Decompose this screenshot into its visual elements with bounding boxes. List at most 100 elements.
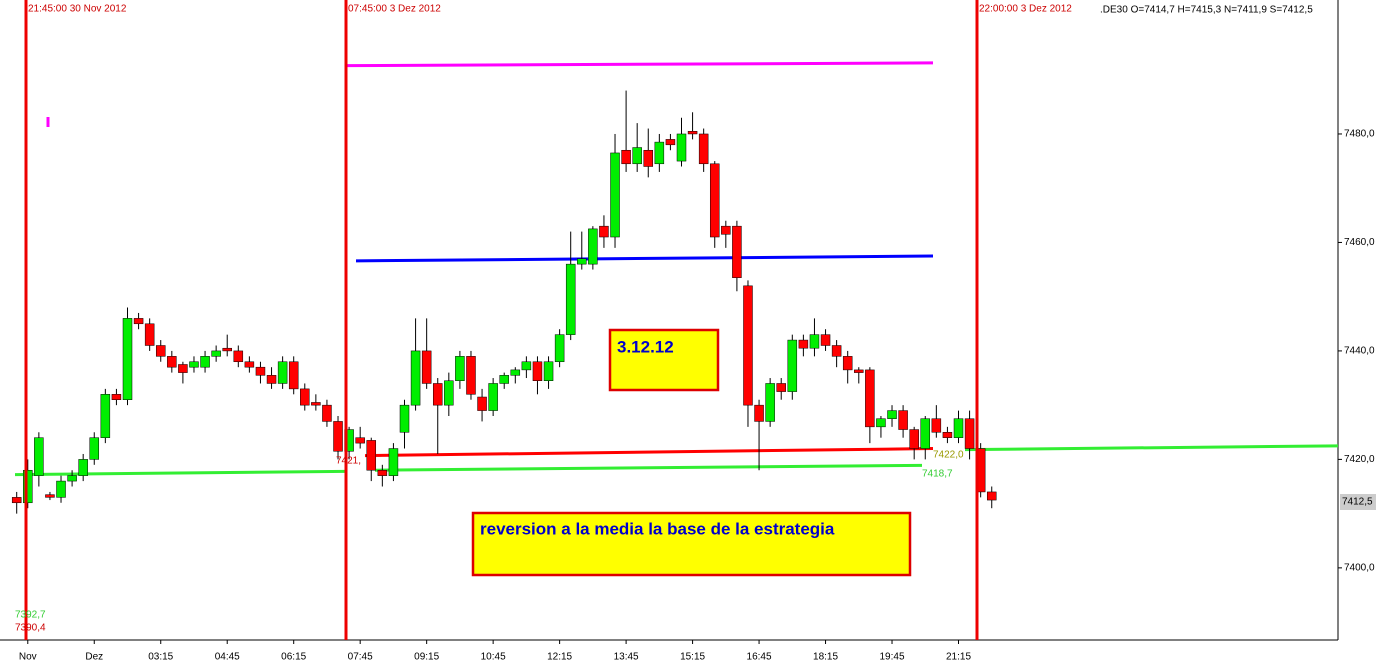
candle-body [621, 149, 631, 165]
x-tick-label: 09:15 [414, 652, 439, 663]
annotation-background [608, 328, 720, 392]
candle-body [311, 402, 321, 406]
annotation-box: reversion a la media la base de la estra… [471, 511, 912, 577]
candle-body [399, 404, 410, 433]
candle-body [754, 404, 764, 422]
candle-body [521, 361, 532, 371]
candle-body [34, 437, 44, 476]
x-tick-label: Nov [19, 652, 37, 663]
candle-body [986, 491, 997, 501]
candle-body [200, 356, 210, 368]
candle-body [167, 356, 177, 368]
y-tick-label: 7460,0 [1344, 237, 1375, 248]
candle-body [920, 418, 931, 449]
candle-body [421, 350, 432, 384]
candle-body [665, 139, 676, 146]
y-tick-label: 7440,0 [1344, 346, 1375, 357]
candle-body [964, 418, 975, 449]
candle-body [122, 318, 133, 400]
candle-body [388, 448, 399, 476]
candle-body [854, 369, 864, 373]
candle-body [876, 418, 886, 428]
price-label: 7392,7 [15, 610, 46, 621]
candle-body [654, 141, 665, 165]
x-tick-label: Dez [85, 652, 103, 663]
candle-body [333, 421, 343, 452]
candle-body [233, 350, 244, 363]
candle-body [798, 339, 809, 349]
candle-body [111, 394, 122, 400]
candle-body [676, 133, 687, 162]
candle-body [189, 361, 199, 368]
annotation-text: reversion a la media la base de la estra… [480, 519, 835, 538]
last-price-label: 7412,5 [1342, 497, 1373, 508]
candle-body [377, 469, 388, 476]
annotation-box: 3.12.12 [608, 328, 720, 392]
level-line [364, 447, 934, 458]
candle-body [466, 356, 476, 395]
level-line [964, 444, 1339, 452]
price-label: 7390,4 [15, 623, 46, 634]
candle-body [477, 396, 487, 411]
candle-body [632, 147, 642, 165]
candle-body [721, 225, 731, 235]
candle-body [499, 375, 509, 384]
candle-body [554, 334, 565, 363]
candle-body [577, 258, 587, 265]
candle-body [222, 347, 232, 352]
time-marker-label: 07:45:00 3 Dez 2012 [348, 4, 441, 15]
x-tick-label: 03:15 [148, 652, 173, 663]
candle-body [100, 394, 111, 438]
y-tick-label: 7400,0 [1344, 563, 1375, 574]
candle-body [610, 152, 620, 238]
x-tick-label: 07:45 [348, 652, 373, 663]
candle-body [211, 350, 221, 357]
candle-body [643, 149, 654, 167]
candle-body [266, 375, 277, 384]
candle-body [444, 380, 454, 406]
candle-body [588, 228, 598, 265]
candle-body [898, 410, 908, 430]
candle-body [698, 133, 709, 165]
price-label: 7418,7 [922, 469, 953, 480]
candle-body [909, 429, 919, 449]
candle-body [942, 432, 953, 438]
candle-body [743, 285, 753, 406]
candle-body [366, 440, 377, 471]
candle-body [244, 361, 255, 368]
candle-body [11, 497, 22, 504]
candle-body [831, 345, 842, 357]
x-tick-label: 16:45 [747, 652, 772, 663]
candle-body [45, 494, 55, 498]
candle-body [510, 369, 521, 376]
candle-body [776, 383, 786, 392]
candle-body [355, 437, 365, 444]
candle-body [599, 225, 609, 238]
x-tick-label: 06:15 [281, 652, 306, 663]
candle-body [565, 263, 576, 335]
candle-body [931, 418, 942, 433]
candle-body [155, 345, 166, 357]
candle-body [732, 225, 742, 278]
x-tick-label: 04:45 [215, 652, 240, 663]
y-tick-label: 7420,0 [1344, 454, 1375, 465]
price-label: 7421, [336, 456, 361, 467]
candle-body [410, 350, 421, 406]
candle-body [255, 366, 266, 376]
candle-body [809, 334, 820, 349]
x-tick-label: 13:45 [614, 652, 639, 663]
x-tick-label: 18:15 [813, 652, 838, 663]
candle-body [56, 480, 66, 498]
level-line [346, 61, 934, 68]
candle-body [89, 437, 100, 460]
candle-body [687, 131, 698, 135]
candle-body [144, 323, 155, 346]
candle-body [23, 469, 33, 504]
candle-body [532, 361, 543, 381]
candle-body [543, 361, 554, 381]
x-tick-label: 19:45 [880, 652, 905, 663]
candle-body [820, 334, 831, 346]
x-tick-label: 12:15 [547, 652, 572, 663]
x-tick-label: 10:45 [481, 652, 506, 663]
